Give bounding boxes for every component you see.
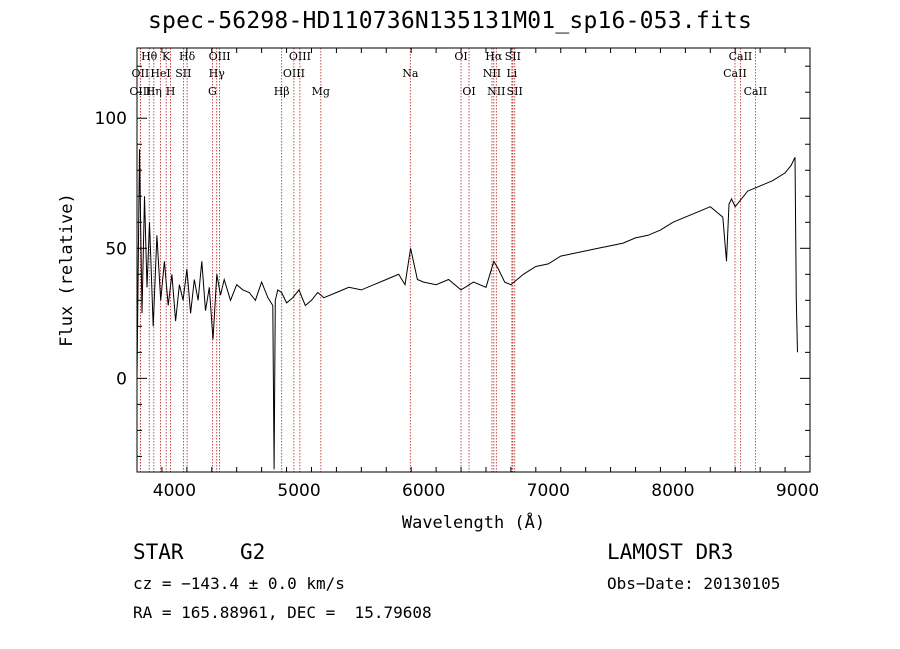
- line-label-8: SII: [175, 67, 191, 80]
- line-label-16: Na: [402, 67, 419, 80]
- spectral-subclass: G2: [240, 540, 266, 564]
- line-label-22: Li: [506, 67, 517, 80]
- line-label-6: H: [166, 85, 176, 98]
- coordinates: RA = 165.88961, DEC = 15.79608: [133, 603, 432, 622]
- line-label-0: Hθ: [141, 50, 158, 63]
- axes: 4000 5000 6000 7000 8000 9000 0 50 100 Wavelength…: [57, 47, 819, 533]
- line-label-19: Hα: [485, 50, 503, 63]
- chart-title: spec-56298-HD110736N135131M01_sp16-053.f…: [147, 8, 753, 34]
- spectral-line-labels: Hθ OII OIII K HeI Hη H Hδ SII OIII Hγ G Hβ OIII OIII Mg…: [129, 50, 767, 98]
- x-tick-label: 4000: [153, 481, 196, 501]
- line-label-2: OIII: [129, 85, 151, 98]
- spectral-line-markers: [139, 48, 756, 472]
- line-label-18: OI: [462, 85, 475, 98]
- line-label-15: Mg: [312, 85, 330, 98]
- line-label-7: Hδ: [179, 50, 196, 63]
- line-label-11: G: [208, 85, 217, 98]
- x-tick-label: 5000: [277, 481, 320, 501]
- y-axis-label: Flux (relative): [57, 193, 77, 347]
- line-label-3: K: [162, 50, 171, 63]
- line-label-26: CaII: [723, 67, 747, 80]
- x-tick-label: 8000: [651, 481, 694, 501]
- line-label-5: Hη: [146, 85, 162, 98]
- line-label-23: NII: [487, 85, 505, 98]
- redshift-cz: cz = −143.4 ± 0.0 km/s: [133, 574, 345, 593]
- line-label-1: OII: [132, 67, 150, 80]
- plot-frame: [136, 47, 811, 473]
- y-tick-label: 0: [116, 369, 127, 389]
- plot-area: [136, 149, 798, 470]
- line-label-27: CaII: [744, 85, 768, 98]
- line-label-4: HeI: [150, 67, 170, 80]
- line-label-17: OI: [454, 50, 467, 63]
- line-label-10: Hγ: [209, 67, 226, 80]
- line-label-24: SII: [507, 85, 523, 98]
- x-axis-label: Wavelength (Å): [402, 511, 545, 533]
- object-type: STAR: [133, 540, 184, 564]
- x-tick-label: 7000: [527, 481, 570, 501]
- obs-date: Obs−Date: 20130105: [607, 574, 781, 593]
- y-tick-label: 100: [95, 109, 127, 129]
- line-label-21: NII: [483, 67, 501, 80]
- survey-name: LAMOST DR3: [607, 540, 734, 564]
- line-label-14: OIII: [283, 67, 305, 80]
- x-tick-label: 9000: [776, 481, 819, 501]
- line-label-25: CaII: [729, 50, 753, 63]
- line-label-12: Hβ: [274, 85, 290, 98]
- flux-series-line: [136, 149, 798, 470]
- line-label-9: OIII: [209, 50, 231, 63]
- line-label-13: OIII: [289, 50, 311, 63]
- line-label-20: SII: [505, 50, 521, 63]
- x-tick-label: 6000: [402, 481, 445, 501]
- y-tick-label: 50: [105, 239, 127, 259]
